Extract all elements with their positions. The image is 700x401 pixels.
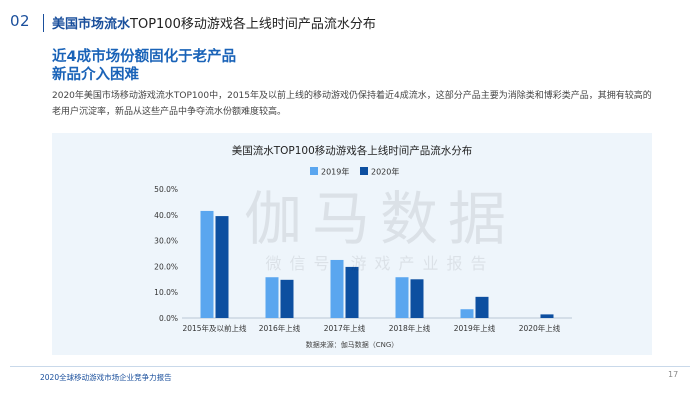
bar	[280, 279, 294, 318]
body-paragraph: 2020年美国市场移动游戏流水TOP100中，2015年及以前上线的移动游戏仍保…	[52, 91, 652, 117]
chart-title: 美国流水TOP100移动游戏各上线时间产品流水分布	[232, 144, 473, 157]
page-number: 17	[668, 370, 679, 379]
page-header: 02 美国市场流水TOP100移动游戏各上线时间产品流水分布	[0, 0, 700, 40]
bar	[345, 266, 359, 318]
page-title-highlight: 美国市场流水	[52, 17, 131, 32]
y-tick-label: 30.0%	[154, 237, 178, 246]
chart-panel: 美国流水TOP100移动游戏各上线时间产品流水分布 2019年 2020年 0.0% 1…	[52, 133, 652, 355]
section-number: 02	[10, 12, 31, 30]
section-heading: 近4成市场份额固化于老产品 新品介入困难	[52, 48, 236, 84]
y-tick-label: 20.0%	[154, 262, 178, 271]
bar	[200, 210, 214, 318]
y-tick-label: 0.0%	[159, 314, 178, 323]
bar	[395, 277, 409, 318]
bar	[540, 314, 554, 318]
bar	[460, 309, 474, 318]
x-tick-label: 2018年上线	[389, 323, 431, 333]
x-tick-label: 2019年上线	[454, 323, 496, 333]
legend-swatch-2	[360, 167, 368, 175]
bar	[330, 259, 344, 318]
y-tick-label: 40.0%	[154, 211, 178, 220]
y-tick-label: 10.0%	[154, 288, 178, 297]
legend-label-2: 2020年	[371, 167, 399, 177]
header-divider	[43, 14, 44, 32]
x-tick-label: 2020年上线	[519, 323, 561, 333]
footer-divider	[10, 366, 690, 367]
bar-chart: 美国流水TOP100移动游戏各上线时间产品流水分布 2019年 2020年 0.0% 1…	[154, 144, 572, 349]
x-tick-label: 2016年上线	[259, 323, 301, 333]
chart-source: 数据来源：伽马数据（CNG）	[306, 340, 399, 349]
heading-line-2: 新品介入困难	[52, 67, 139, 83]
page-title: 美国市场流水TOP100移动游戏各上线时间产品流水分布	[52, 13, 376, 32]
legend-label-1: 2019年	[321, 167, 349, 177]
legend-swatch-1	[310, 167, 318, 175]
page-title-rest: TOP100移动游戏各上线时间产品流水分布	[130, 17, 376, 32]
x-tick-label: 2015年及以前上线	[182, 323, 247, 333]
x-tick-label: 2017年上线	[324, 323, 366, 333]
bar	[265, 277, 279, 318]
heading-line-1: 近4成市场份额固化于老产品	[52, 49, 237, 65]
bar	[475, 296, 489, 318]
bar	[410, 279, 424, 318]
report-title: 2020全球移动游戏市场企业竞争力报告	[40, 373, 172, 382]
y-tick-label: 50.0%	[154, 185, 178, 194]
bar	[215, 216, 229, 318]
